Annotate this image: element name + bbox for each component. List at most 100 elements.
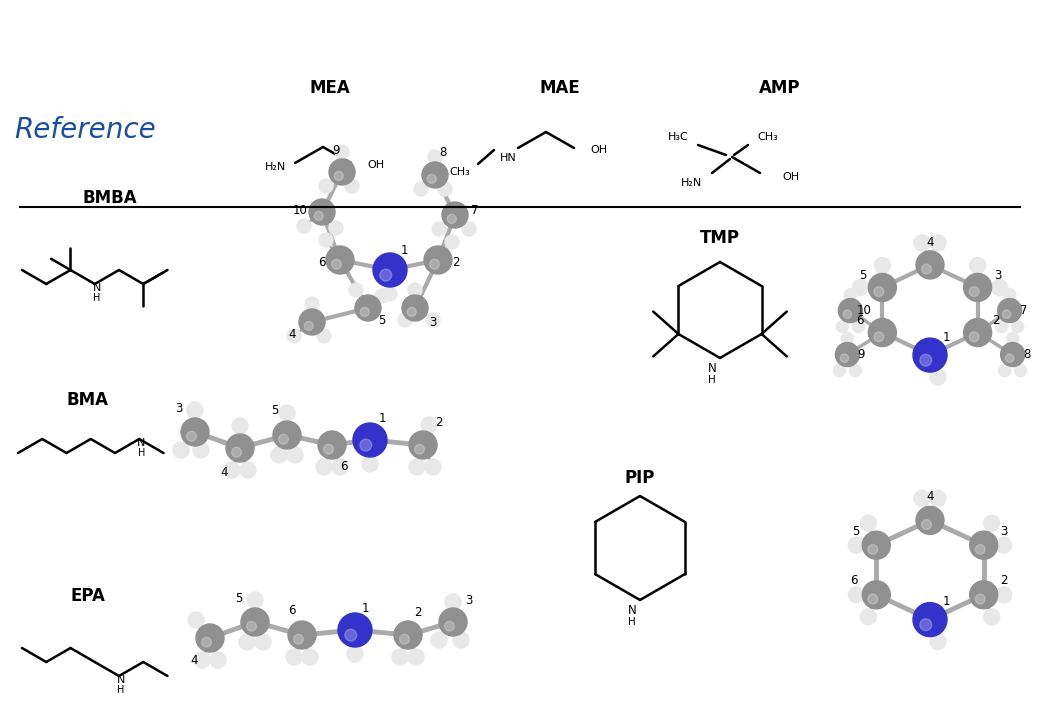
Circle shape xyxy=(445,622,454,631)
Circle shape xyxy=(862,581,890,609)
Circle shape xyxy=(402,295,428,321)
Circle shape xyxy=(1015,365,1026,377)
Text: 5: 5 xyxy=(235,591,242,605)
Circle shape xyxy=(255,634,271,650)
Circle shape xyxy=(414,182,428,196)
Circle shape xyxy=(462,222,476,236)
Text: 4: 4 xyxy=(288,327,295,341)
Circle shape xyxy=(424,246,452,274)
Circle shape xyxy=(431,632,447,648)
Circle shape xyxy=(849,537,864,553)
Circle shape xyxy=(442,202,468,228)
Text: H: H xyxy=(708,375,716,385)
Circle shape xyxy=(332,259,341,269)
Text: 3: 3 xyxy=(994,269,1002,282)
Circle shape xyxy=(300,309,324,335)
Text: 9: 9 xyxy=(332,144,340,156)
Text: 10: 10 xyxy=(292,203,308,217)
Text: 8: 8 xyxy=(1023,348,1031,361)
Circle shape xyxy=(421,417,437,433)
Circle shape xyxy=(427,175,437,184)
Circle shape xyxy=(916,506,944,534)
Circle shape xyxy=(843,310,852,318)
Circle shape xyxy=(447,214,457,223)
Circle shape xyxy=(326,246,354,274)
Circle shape xyxy=(836,320,849,332)
Circle shape xyxy=(316,459,332,475)
Circle shape xyxy=(840,354,849,363)
Circle shape xyxy=(319,233,333,247)
Circle shape xyxy=(849,587,864,603)
Text: 3: 3 xyxy=(176,401,183,415)
Circle shape xyxy=(844,289,856,301)
Circle shape xyxy=(868,273,896,301)
Circle shape xyxy=(272,421,301,449)
Text: EPA: EPA xyxy=(71,587,105,605)
Circle shape xyxy=(868,544,878,554)
Circle shape xyxy=(428,150,442,164)
Circle shape xyxy=(187,402,203,418)
Circle shape xyxy=(335,145,349,159)
Text: MEA: MEA xyxy=(310,79,350,97)
Circle shape xyxy=(860,515,877,532)
Text: 3: 3 xyxy=(1000,524,1008,538)
Circle shape xyxy=(362,456,378,472)
Text: 5: 5 xyxy=(859,269,866,282)
Circle shape xyxy=(210,652,226,668)
Circle shape xyxy=(193,442,209,458)
Circle shape xyxy=(232,447,241,457)
Circle shape xyxy=(976,594,985,604)
Circle shape xyxy=(1004,289,1016,301)
Circle shape xyxy=(380,269,392,281)
Text: 2: 2 xyxy=(436,417,443,429)
Circle shape xyxy=(995,587,1012,603)
Circle shape xyxy=(921,520,932,529)
Text: 6: 6 xyxy=(340,460,347,474)
Circle shape xyxy=(914,235,930,251)
Circle shape xyxy=(921,264,932,274)
Text: H₃C: H₃C xyxy=(668,132,688,142)
Circle shape xyxy=(1006,354,1014,363)
Circle shape xyxy=(319,179,333,193)
Circle shape xyxy=(1000,343,1024,367)
Circle shape xyxy=(248,592,263,608)
Text: OH: OH xyxy=(367,160,384,170)
Circle shape xyxy=(317,329,331,343)
Text: CH₃: CH₃ xyxy=(449,167,470,177)
Circle shape xyxy=(305,297,319,311)
Circle shape xyxy=(409,431,437,459)
Circle shape xyxy=(408,649,424,665)
Text: 7: 7 xyxy=(1020,304,1028,317)
Text: H: H xyxy=(628,617,635,627)
Text: 2: 2 xyxy=(414,607,422,620)
Circle shape xyxy=(345,629,357,641)
Circle shape xyxy=(838,298,862,322)
Circle shape xyxy=(241,608,269,636)
Circle shape xyxy=(360,308,369,317)
Circle shape xyxy=(345,179,359,193)
Circle shape xyxy=(422,162,448,188)
Circle shape xyxy=(392,649,408,665)
Circle shape xyxy=(984,515,999,532)
Circle shape xyxy=(288,621,316,649)
Circle shape xyxy=(439,608,467,636)
Circle shape xyxy=(919,619,932,631)
Text: 1: 1 xyxy=(361,601,369,615)
Circle shape xyxy=(969,258,986,273)
Text: N: N xyxy=(627,603,636,617)
Circle shape xyxy=(293,634,304,644)
Text: OH: OH xyxy=(590,145,607,155)
Circle shape xyxy=(930,235,946,251)
Text: 3: 3 xyxy=(430,315,437,329)
Circle shape xyxy=(409,459,425,475)
Text: 4: 4 xyxy=(190,653,198,667)
Circle shape xyxy=(353,423,387,457)
Circle shape xyxy=(202,637,211,647)
Circle shape xyxy=(186,432,197,441)
Text: 8: 8 xyxy=(439,146,447,160)
Circle shape xyxy=(318,431,346,459)
Circle shape xyxy=(226,434,254,462)
Circle shape xyxy=(355,295,381,321)
Circle shape xyxy=(862,532,890,559)
Circle shape xyxy=(930,491,946,506)
